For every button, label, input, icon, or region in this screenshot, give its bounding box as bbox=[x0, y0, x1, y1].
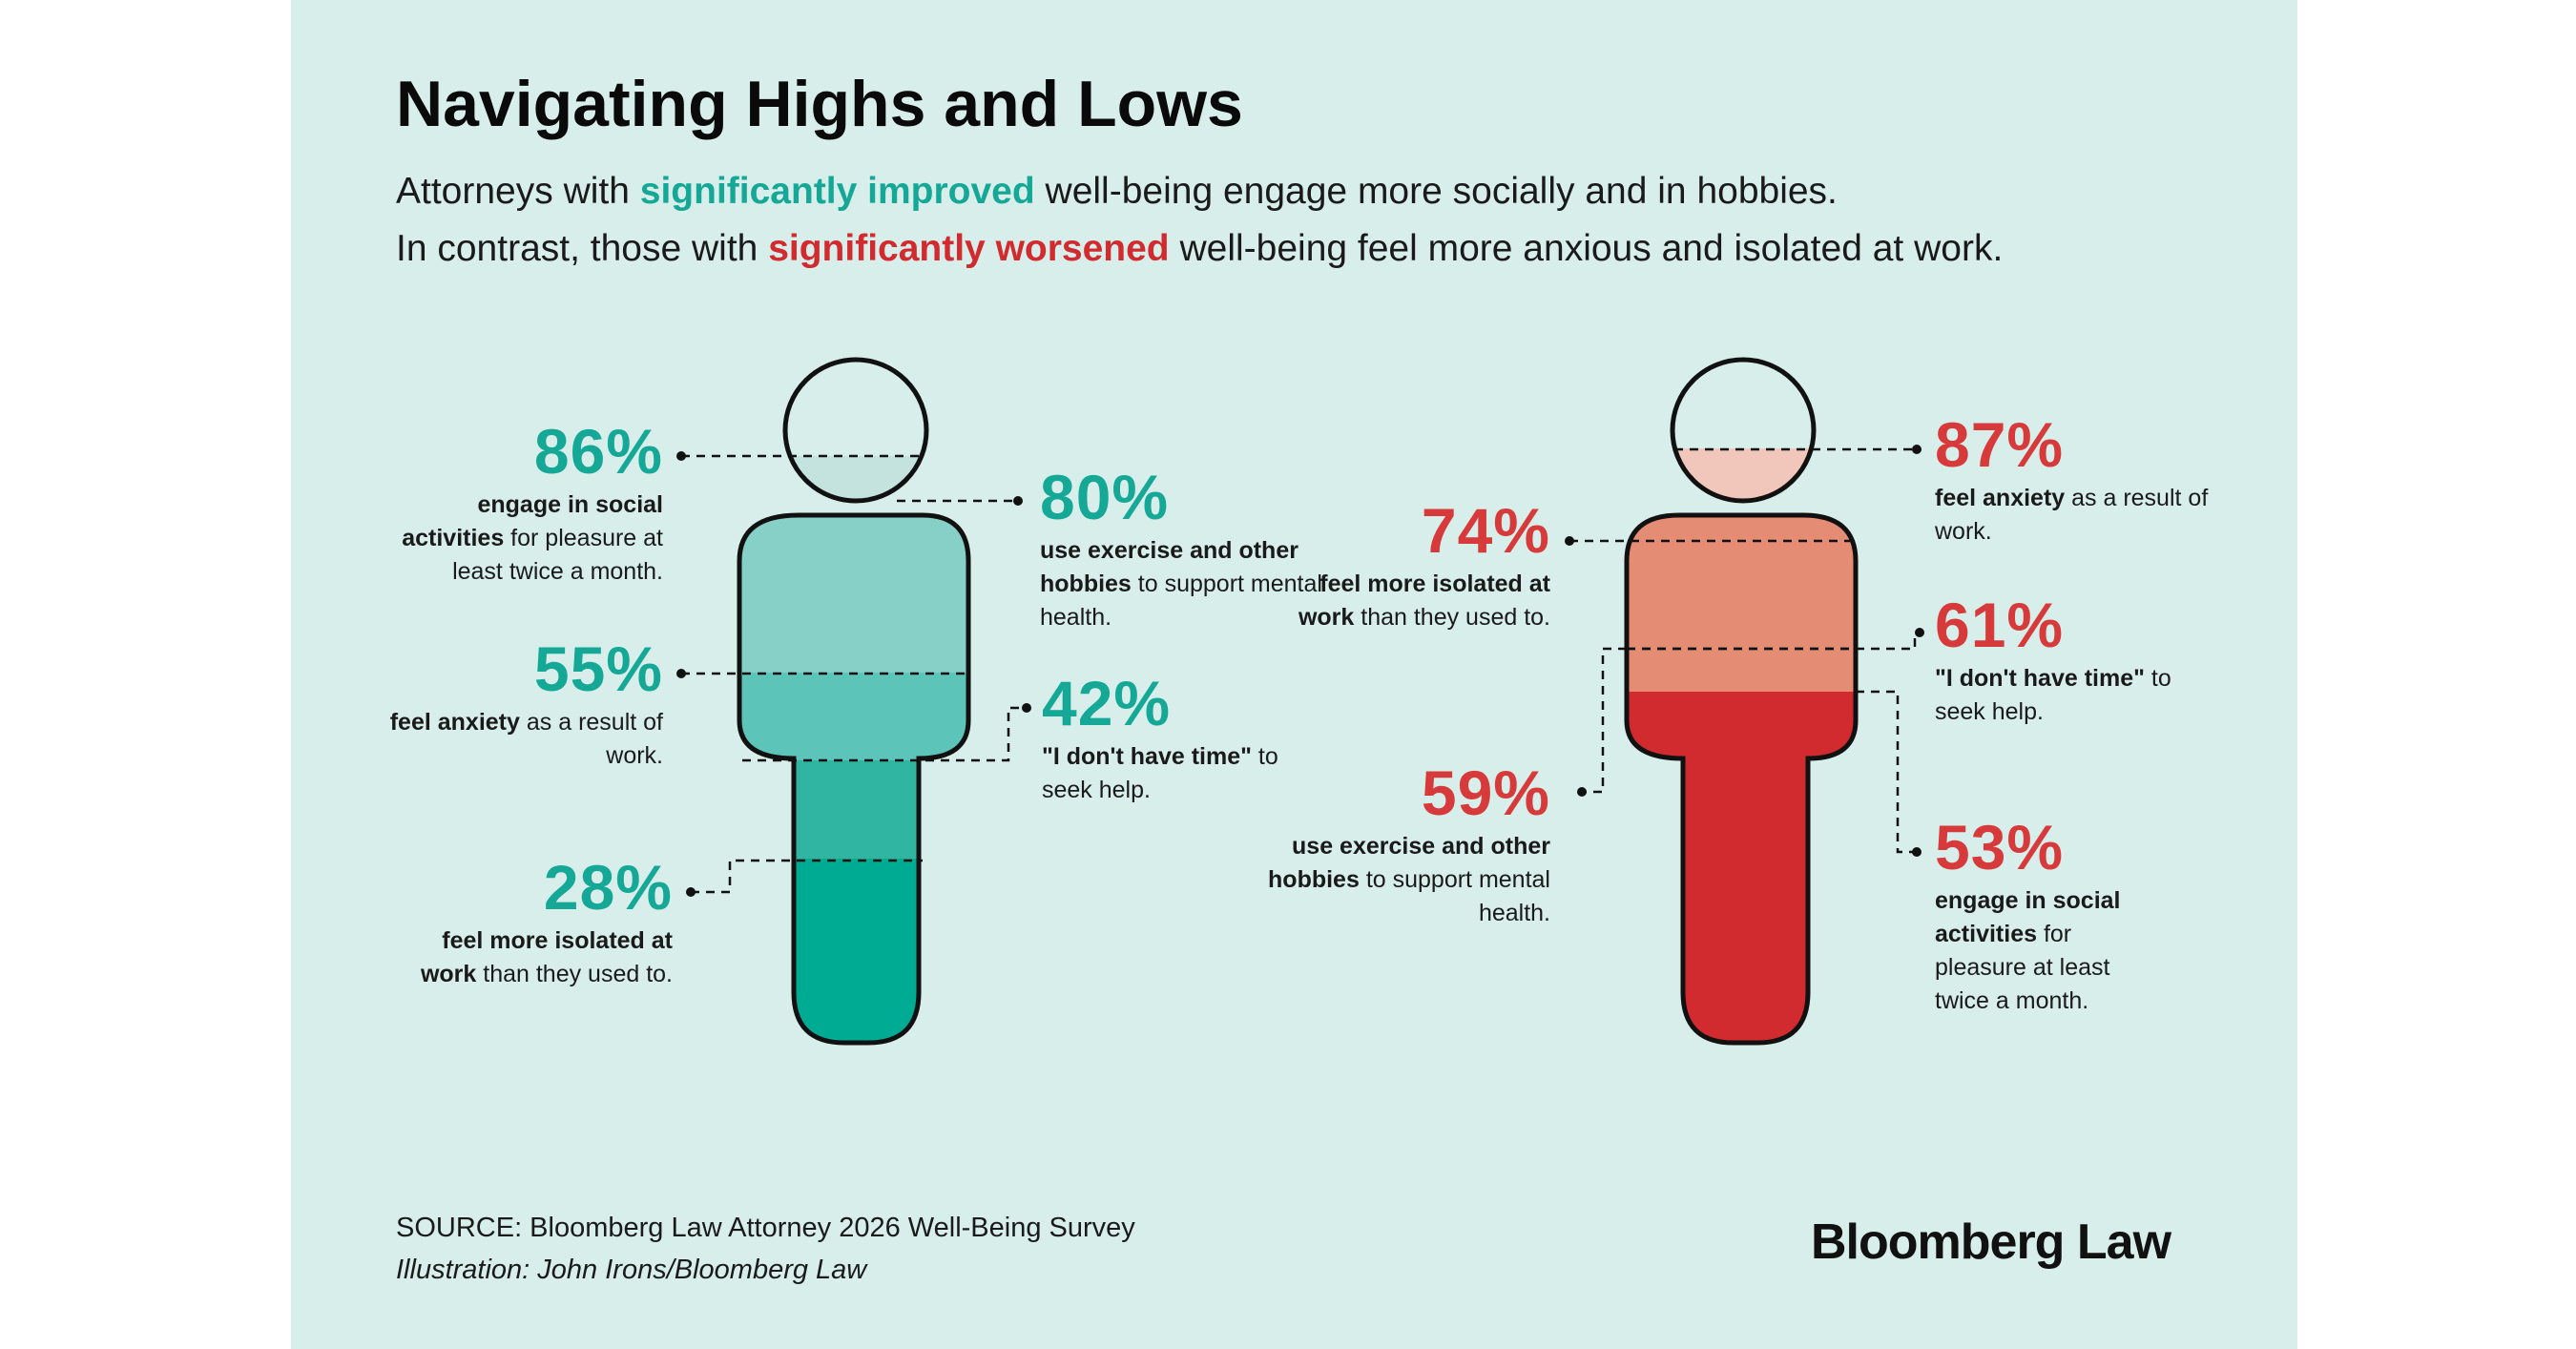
worsened-stat-exercise: 59% use exercise and other hobbies to su… bbox=[1264, 761, 1550, 930]
stat-percent: 59% bbox=[1421, 758, 1550, 828]
connector-lines bbox=[681, 447, 1918, 894]
connector-53 bbox=[1856, 690, 1915, 854]
dot-86 bbox=[676, 451, 686, 461]
stat-bold-text: use exercise and other hobbies bbox=[1268, 833, 1550, 893]
improved-body-outline bbox=[737, 512, 971, 1046]
stat-description: use exercise and other hobbies to suppor… bbox=[1040, 534, 1326, 634]
stat-text: than they used to. bbox=[1354, 604, 1550, 631]
improved-figure bbox=[737, 357, 971, 1046]
improved-stat-anxiety: 55% feel anxiety as a result of work. bbox=[377, 637, 663, 773]
stat-bold-text: feel anxiety bbox=[389, 709, 520, 736]
connector-28 bbox=[691, 859, 923, 894]
stat-percent: 55% bbox=[533, 633, 663, 704]
dot-42 bbox=[1022, 703, 1031, 713]
stat-description: "I don't have time" to seek help. bbox=[1042, 740, 1328, 807]
improved-fill-band-3 bbox=[739, 760, 968, 859]
footer-source: SOURCE: Bloomberg Law Attorney 2026 Well… bbox=[396, 1208, 1135, 1291]
stat-text: as a result of work. bbox=[1935, 485, 2209, 545]
dot-28 bbox=[686, 887, 696, 897]
stat-percent: 42% bbox=[1042, 668, 1172, 738]
stat-bold-text: feel more isolated at work bbox=[420, 927, 673, 987]
stat-description: use exercise and other hobbies to suppor… bbox=[1264, 830, 1550, 930]
dot-80 bbox=[1013, 496, 1023, 506]
stat-bold-text: "I don't have time" bbox=[1935, 665, 2145, 692]
improved-stat-social: 86% engage in social activities for plea… bbox=[377, 420, 663, 589]
stat-description: feel anxiety as a result of work. bbox=[1935, 482, 2221, 549]
improved-fill-band-2 bbox=[739, 673, 968, 760]
stat-description: engage in social activities for pleasure… bbox=[1935, 884, 2169, 1018]
stat-text: to support mental health. bbox=[1359, 866, 1550, 926]
stat-description: feel anxiety as a result of work. bbox=[377, 706, 663, 773]
worsened-stat-social: 53% engage in social activities for plea… bbox=[1935, 816, 2169, 1018]
worsened-figure bbox=[1624, 357, 1859, 1046]
worsened-head-outline bbox=[1670, 357, 1817, 504]
worsened-stat-isolated: 74% feel more isolated at work than they… bbox=[1264, 499, 1550, 634]
stat-percent: 87% bbox=[1935, 409, 2065, 480]
stat-bold-text: feel more isolated at work bbox=[1298, 571, 1550, 631]
stat-description: engage in social activities for pleasure… bbox=[377, 488, 663, 589]
dot-61 bbox=[1915, 628, 1924, 637]
stat-description: feel more isolated at work than they use… bbox=[1264, 568, 1550, 634]
subtitle-text: well-being feel more anxious and isolate… bbox=[1169, 228, 2004, 269]
stat-percent: 86% bbox=[533, 416, 663, 487]
stat-bold-text: "I don't have time" bbox=[1042, 743, 1252, 770]
stat-text: for pleasure at least twice a month. bbox=[452, 525, 663, 585]
stat-text: to seek help. bbox=[1935, 665, 2171, 725]
stat-bold-text: feel anxiety bbox=[1935, 485, 2066, 511]
improved-stat-exercise: 80% use exercise and other hobbies to su… bbox=[1040, 466, 1326, 634]
worsened-stat-no-time: 61% "I don't have time" to seek help. bbox=[1935, 593, 2221, 729]
dot-53 bbox=[1912, 847, 1922, 857]
improved-stat-isolated: 28% feel more isolated at work than they… bbox=[386, 856, 673, 991]
subtitle-text: well-being engage more socially and in h… bbox=[1034, 171, 1838, 212]
stat-description: "I don't have time" to seek help. bbox=[1935, 662, 2221, 729]
stat-bold-text: engage in social activities bbox=[402, 491, 663, 551]
subtitle-line-1: Attorneys with significantly improved we… bbox=[396, 170, 1838, 215]
stat-text: than they used to. bbox=[476, 961, 673, 987]
improved-fill-band-4 bbox=[739, 859, 968, 1043]
source-text: SOURCE: Bloomberg Law Attorney 2026 Well… bbox=[396, 1213, 1135, 1243]
stat-text: to seek help. bbox=[1042, 743, 1278, 803]
stat-percent: 80% bbox=[1040, 462, 1170, 532]
illustration-credit: Illustration: John Irons/Bloomberg Law bbox=[396, 1254, 867, 1285]
subtitle-highlight-improved: significantly improved bbox=[639, 171, 1035, 212]
stat-text: for pleasure at least twice a month. bbox=[1935, 921, 2110, 1014]
connector-42 bbox=[742, 706, 1025, 762]
worsened-fill-band-2 bbox=[1627, 692, 1856, 1043]
stat-bold-text: use exercise and other hobbies bbox=[1040, 537, 1298, 597]
stat-percent: 61% bbox=[1935, 590, 2065, 660]
subtitle-text: Attorneys with bbox=[396, 171, 640, 212]
subtitle-line-2: In contrast, those with significantly wo… bbox=[396, 227, 2003, 272]
subtitle-text: In contrast, those with bbox=[396, 228, 769, 269]
stat-percent: 28% bbox=[543, 852, 673, 923]
dot-59 bbox=[1577, 787, 1587, 797]
infographic-background bbox=[291, 0, 2297, 1349]
worsened-stat-anxiety: 87% feel anxiety as a result of work. bbox=[1935, 413, 2221, 549]
improved-stat-no-time: 42% "I don't have time" to seek help. bbox=[1042, 672, 1328, 807]
stat-percent: 53% bbox=[1935, 812, 2065, 882]
stat-text: to support mental health. bbox=[1040, 571, 1322, 631]
connector-59 bbox=[1584, 647, 1627, 794]
improved-fill-band-1 bbox=[739, 515, 968, 673]
connector-dots bbox=[676, 445, 1924, 897]
stat-text: as a result of work. bbox=[519, 709, 663, 769]
subtitle-highlight-worsened: significantly worsened bbox=[768, 228, 1170, 269]
stat-description: feel more isolated at work than they use… bbox=[386, 924, 673, 991]
dot-87 bbox=[1912, 445, 1922, 454]
stat-percent: 74% bbox=[1421, 495, 1550, 566]
improved-head-outline bbox=[782, 357, 929, 504]
dot-55 bbox=[676, 669, 686, 678]
dot-74 bbox=[1565, 536, 1574, 546]
worsened-body-outline bbox=[1624, 512, 1859, 1046]
brand-logo: Bloomberg Law bbox=[1811, 1214, 2171, 1270]
page-title: Navigating Highs and Lows bbox=[396, 68, 1243, 140]
worsened-fill-band-1 bbox=[1627, 515, 1856, 692]
stat-bold-text: engage in social activities bbox=[1935, 887, 2121, 947]
